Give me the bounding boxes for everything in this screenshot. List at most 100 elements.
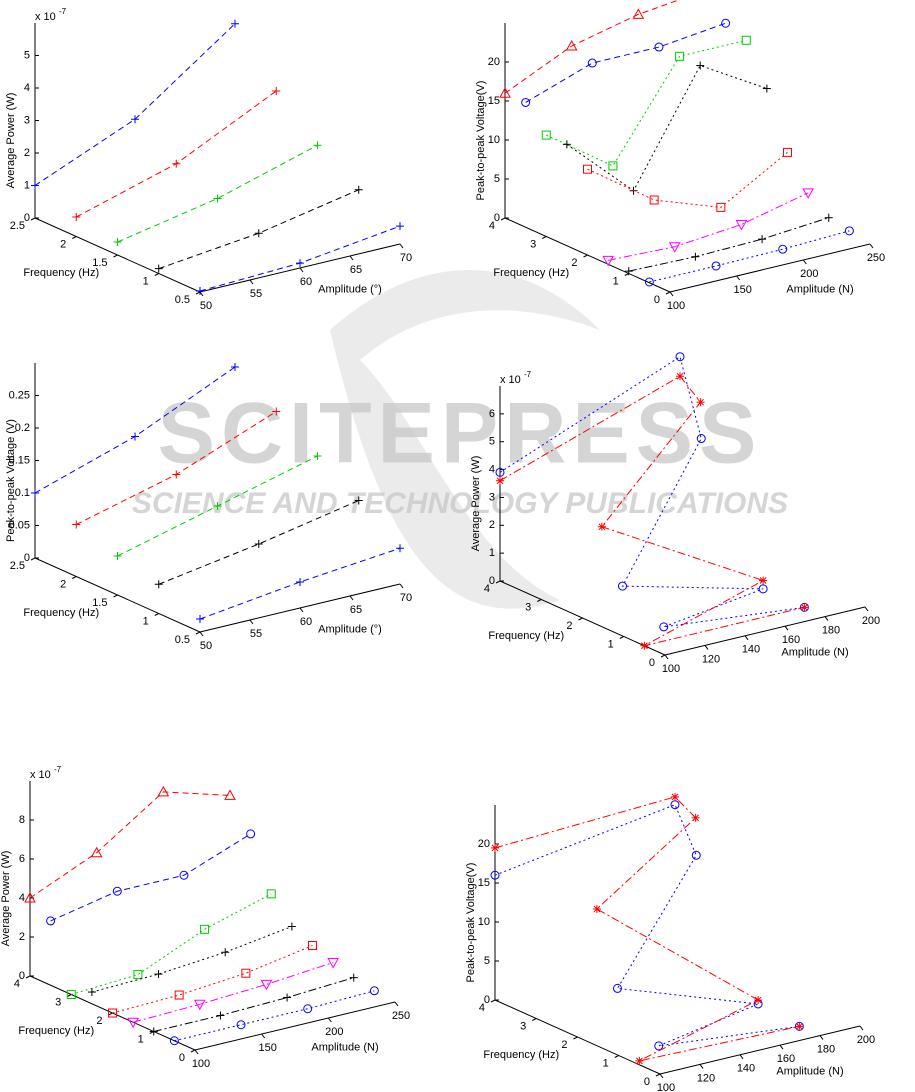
data-marker (696, 398, 705, 407)
data-marker (24, 891, 36, 903)
marker-shape (369, 986, 379, 996)
y-tick (614, 1055, 619, 1058)
x-tick (819, 1035, 824, 1040)
marker-shape (602, 255, 614, 267)
marker-shape (541, 130, 551, 140)
data-marker (675, 51, 685, 61)
x-axis (669, 243, 871, 293)
data-marker (800, 603, 809, 612)
y-tick (30, 557, 36, 561)
z-tick-label: 3 (489, 491, 495, 503)
marker-shape (613, 983, 622, 993)
data-marker (675, 352, 685, 362)
marker-shape (659, 622, 669, 632)
y-tick-label: 3 (55, 996, 61, 1008)
y-tick-label: 2.5 (10, 220, 25, 232)
data-marker (296, 578, 304, 586)
x-axis (664, 606, 866, 656)
series-line (587, 152, 788, 208)
x-tick-label: 180 (817, 1044, 835, 1056)
marker-stroke (692, 814, 699, 822)
y-tick (490, 999, 496, 1003)
marker-shape (618, 581, 627, 591)
data-marker (608, 161, 618, 171)
marker-shape (169, 1036, 179, 1046)
z-tick-label: 2 (24, 147, 30, 159)
x-tick (394, 1001, 399, 1007)
y-tick-label: 2 (60, 238, 66, 250)
x-tick-label: 50 (200, 300, 212, 312)
y-tick (72, 576, 77, 579)
data-marker (649, 195, 659, 205)
x-tick (249, 279, 254, 285)
data-marker (31, 489, 39, 497)
data-marker (758, 584, 768, 594)
z-tick-label: 15 (488, 95, 500, 107)
x-tick (779, 1044, 784, 1050)
y-tick-label: 2 (571, 257, 577, 269)
marker-stroke (671, 793, 679, 801)
z-tick-label: 0 (489, 575, 495, 587)
data-marker (618, 581, 627, 591)
x-tick (859, 1025, 864, 1031)
data-marker (754, 996, 763, 1005)
z-axis-label: Peak-to-peak Voltage (V) (5, 419, 17, 542)
data-marker (113, 552, 122, 560)
series-line (153, 977, 354, 1032)
series-line (158, 189, 359, 270)
y-tick (532, 1018, 537, 1021)
y-tick-label: 4 (484, 583, 490, 595)
y-tick-label: 1 (613, 275, 619, 287)
x-tick-label: 250 (867, 252, 885, 264)
data-marker (396, 544, 404, 553)
z-tick-label: 3 (24, 114, 30, 126)
y-tick (537, 599, 542, 602)
marker-shape (179, 870, 189, 880)
x-tick-label: 120 (702, 653, 720, 665)
data-marker (668, 242, 681, 253)
series-line (546, 39, 747, 167)
x-tick (349, 595, 354, 601)
data-marker (587, 58, 597, 68)
series-line (91, 926, 293, 993)
z-tick-label: 5 (24, 49, 30, 61)
z-tick-label: 15 (478, 877, 490, 889)
marker-stroke (496, 477, 504, 485)
z-tick-label: 6 (489, 408, 495, 420)
x-axis-label: Amplitude (°) (318, 624, 382, 636)
y-tick-label: 0 (654, 294, 660, 306)
series-line (494, 804, 800, 1047)
z-tick-label: 0.1 (15, 487, 30, 499)
y-tick (154, 273, 159, 276)
x-tick-label: 100 (657, 1082, 675, 1092)
y-axis-label: Frequency (Hz) (488, 630, 564, 642)
y-tick-label: 0.5 (175, 294, 190, 306)
x-tick-label: 150 (733, 284, 751, 296)
z-tick-label: 5 (489, 436, 495, 448)
data-marker (179, 870, 189, 880)
data-marker (231, 19, 239, 28)
marker-shape (741, 35, 751, 45)
marker-shape (495, 467, 505, 477)
marker-shape (266, 889, 276, 899)
marker-shape (654, 42, 664, 52)
data-marker (613, 983, 622, 993)
z-tick-label: 10 (478, 916, 490, 928)
z-tick-label: 0 (24, 552, 30, 564)
data-marker (46, 916, 56, 926)
x-tick-label: 140 (737, 1063, 755, 1075)
marker-shape (112, 886, 122, 896)
marker-stroke (697, 398, 704, 406)
data-marker (716, 202, 726, 212)
y-tick (495, 580, 501, 584)
y-tick (30, 217, 36, 221)
series-line (504, 0, 681, 94)
data-marker (654, 42, 664, 52)
data-marker (496, 476, 504, 485)
series-line (525, 22, 726, 103)
data-marker (72, 213, 81, 221)
data-marker (272, 407, 281, 416)
y-tick (665, 291, 671, 295)
y-tick-label: 4 (489, 220, 495, 232)
data-marker (108, 1008, 117, 1018)
